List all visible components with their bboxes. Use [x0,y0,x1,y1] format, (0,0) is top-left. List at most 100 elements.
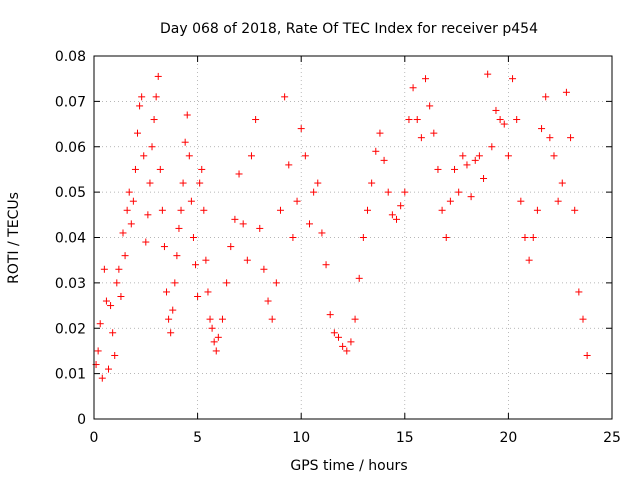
y-tick-label: 0 [77,412,86,428]
data-point [111,351,119,359]
data-point [488,143,496,151]
data-point [434,165,442,173]
data-point [156,165,164,173]
data-point [289,234,297,241]
data-point [187,197,195,205]
data-point [227,243,235,251]
data-point [417,134,425,142]
y-tick-label: 0.01 [55,367,86,383]
data-point [208,324,216,332]
data-point [177,206,185,214]
data-point [334,333,342,341]
data-point [154,72,162,80]
data-point [198,165,206,173]
data-point [123,206,131,214]
axis-ticks: 0 5 10 15 20 25 0 0.01 0.02 0.03 0.04 0.05 0.06 0.07 0… [55,49,621,446]
data-point [138,93,146,101]
data-point [305,220,313,228]
data-point [115,265,123,273]
data-point [268,315,276,323]
data-point [513,116,521,124]
x-tick-label: 20 [499,430,517,446]
data-point [189,234,197,241]
data-point [409,84,417,92]
data-point [285,161,293,169]
data-point [380,156,388,164]
data-point [314,179,322,187]
data-point [364,206,372,214]
data-point [142,238,150,246]
data-point [163,288,171,296]
data-point [146,179,154,187]
data-point [422,75,430,83]
data-point [98,374,106,382]
data-point [204,288,212,296]
chart-title: Day 068 of 2018, Rate Of TEC Index for r… [160,21,538,37]
data-point [567,134,575,142]
data-point [442,234,450,241]
data-point [107,302,115,310]
data-point [117,292,125,300]
data-point [264,297,272,305]
data-point [393,215,401,223]
data-point [196,179,204,187]
data-point [94,347,102,355]
data-point [206,315,214,323]
data-point [252,116,260,124]
grid-lines [94,56,612,419]
data-point [326,311,334,319]
data-point [509,75,517,83]
data-point [583,351,591,359]
data-point [165,315,173,323]
data-point [218,315,226,323]
data-point [351,315,359,323]
data-point [451,165,459,173]
data-point [330,329,338,337]
y-tick-label: 0.06 [55,140,86,156]
data-point [475,152,483,160]
data-point [579,315,587,323]
data-point [413,116,421,124]
data-point [210,338,218,346]
data-point [276,206,284,214]
data-point [405,116,413,124]
data-point [542,93,550,101]
data-point [214,333,222,341]
data-point [496,116,504,124]
data-point [372,147,380,155]
data-point [239,220,247,228]
data-point [426,102,434,110]
data-point [504,152,512,160]
data-point [521,234,529,241]
x-axis-title: GPS time / hours [290,458,407,474]
x-tick-label: 10 [292,430,310,446]
data-point [212,347,220,355]
data-point [538,125,546,133]
data-point [339,342,347,350]
y-tick-label: 0.05 [55,185,86,201]
data-point [185,152,193,160]
y-axis-title: ROTI / TECUs [6,192,22,284]
y-tick-label: 0.07 [55,94,86,110]
data-point [484,70,492,78]
data-point [480,175,488,183]
data-point [150,116,158,124]
data-point [430,129,438,137]
data-point [200,206,208,214]
data-point [183,111,191,119]
data-point [131,165,139,173]
data-point [529,234,537,241]
x-tick-label: 5 [193,430,202,446]
data-point [384,188,392,196]
data-point [100,265,108,273]
data-point [140,152,148,160]
data-point [459,152,467,160]
data-point [438,206,446,214]
data-point [158,206,166,214]
x-tick-label: 0 [90,430,99,446]
data-point [318,229,326,237]
data-point [171,279,179,287]
data-point [343,347,351,355]
x-tick-label: 25 [603,430,621,446]
data-point [192,261,200,269]
